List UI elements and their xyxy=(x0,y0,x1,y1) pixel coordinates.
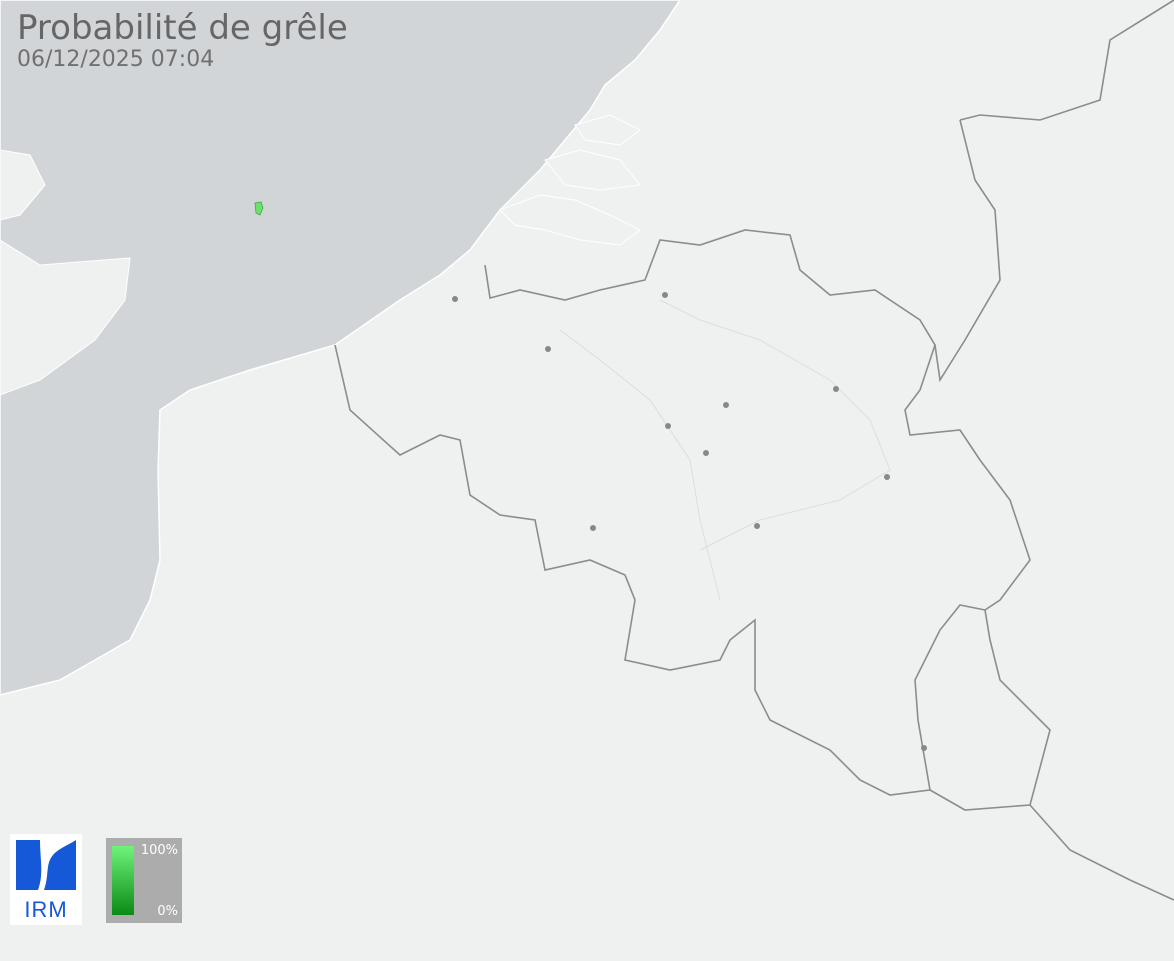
city-dot xyxy=(662,292,668,298)
probability-legend: 100% 0% xyxy=(106,838,182,923)
luxembourg-border xyxy=(914,604,986,791)
city-dot xyxy=(921,745,927,751)
city-dot xyxy=(703,450,709,456)
irm-logo-text: IRM xyxy=(24,897,68,922)
city-dot xyxy=(590,525,596,531)
netherlands-germany-north-border xyxy=(959,0,1174,121)
legend-gradient-bar xyxy=(112,846,134,915)
city-dot xyxy=(545,346,551,352)
legend-max-label: 100% xyxy=(140,843,178,858)
city-dot xyxy=(833,386,839,392)
map-title: Probabilité de grêle xyxy=(17,8,348,48)
city-dot xyxy=(884,474,890,480)
irm-logo-mark xyxy=(16,840,76,890)
legend-min-label: 0% xyxy=(157,904,178,919)
river xyxy=(559,329,721,601)
irm-logo: IRM xyxy=(10,834,82,925)
city-dot xyxy=(452,296,458,302)
city-dot xyxy=(665,423,671,429)
netherlands-germany-border xyxy=(934,119,1001,383)
hail-cell xyxy=(254,201,264,216)
germany-france-border xyxy=(1029,804,1174,901)
map-timestamp: 06/12/2025 07:04 xyxy=(17,47,215,72)
city-dot xyxy=(754,523,760,529)
river xyxy=(659,299,891,551)
england-coast xyxy=(0,149,131,396)
zeeland-islands xyxy=(499,114,641,246)
belgium-border xyxy=(334,229,1051,811)
sea xyxy=(0,0,681,696)
city-dot xyxy=(723,402,729,408)
